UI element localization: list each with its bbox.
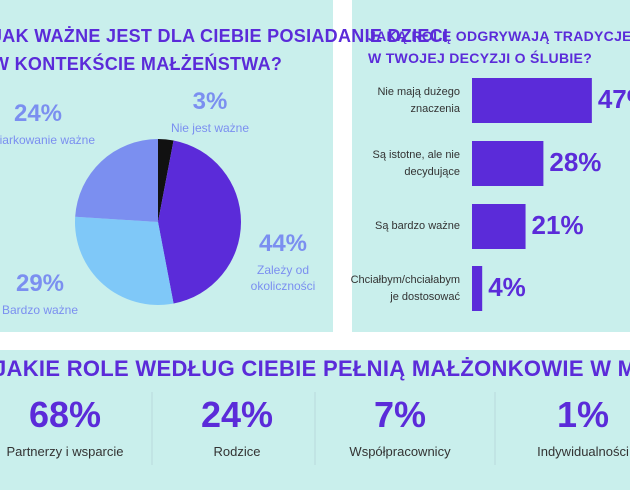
bar <box>472 78 592 123</box>
category-label: Są bardzo ważne <box>375 220 460 232</box>
stat-label: Indywidualności <box>537 444 629 459</box>
chart-title: JAKĄ ROLĘ ODGRYWAJĄ TRADYCJE I ZWYCZAJE <box>368 28 630 44</box>
stat-value: 24% <box>200 394 274 435</box>
stat-value: 68% <box>28 394 102 435</box>
stat-value: 1% <box>556 394 610 435</box>
stat-label: Rodzice <box>213 444 261 459</box>
stat-label: Współpracownicy <box>349 444 451 459</box>
chart-title: JAKIE ROLE WEDŁUG CIEBIE PEŁNIĄ MAŁŻONKO… <box>0 356 630 381</box>
value-label: 44% <box>258 230 308 257</box>
chart-title: JAK WAŻNE JEST DLA CIEBIE POSIADANIE DZI… <box>0 26 449 46</box>
value-label: 3% <box>192 88 228 115</box>
category-label: Umiarkowanie ważne <box>0 133 96 147</box>
value-label: 29% <box>15 270 65 297</box>
value-label: 47% <box>597 84 630 114</box>
pie-slice <box>74 216 174 305</box>
pie-slice <box>158 140 241 304</box>
stat-label: Partnerzy i wsparcie <box>6 444 124 459</box>
category-label: Chciałbym/chciałabym je dostosować <box>350 273 460 303</box>
pie-slice <box>75 139 158 222</box>
value-label: 24% <box>13 100 63 127</box>
value-label: 21% <box>531 210 584 240</box>
chart-title: W TWOJEJ DECYZJI O ŚLUBIE? <box>368 50 593 66</box>
category-label: Bardzo ważne <box>1 303 79 317</box>
value-label: 4% <box>488 272 526 302</box>
category-label: Są istotne, ale nie decydujące <box>372 148 460 178</box>
category-label: Nie jest ważne <box>170 121 250 135</box>
category-label: Nie mają dużego znaczenia <box>377 85 460 115</box>
bar <box>472 141 544 186</box>
pie-slice <box>158 139 174 222</box>
bar <box>472 204 526 249</box>
stat-value: 7% <box>373 394 427 435</box>
bar <box>472 266 483 311</box>
value-label: 28% <box>549 147 602 177</box>
chart-title: W KONTEKŚCIE MAŁŻEŃSTWA? <box>0 54 283 74</box>
category-label: Zależy od okoliczności <box>250 263 316 293</box>
